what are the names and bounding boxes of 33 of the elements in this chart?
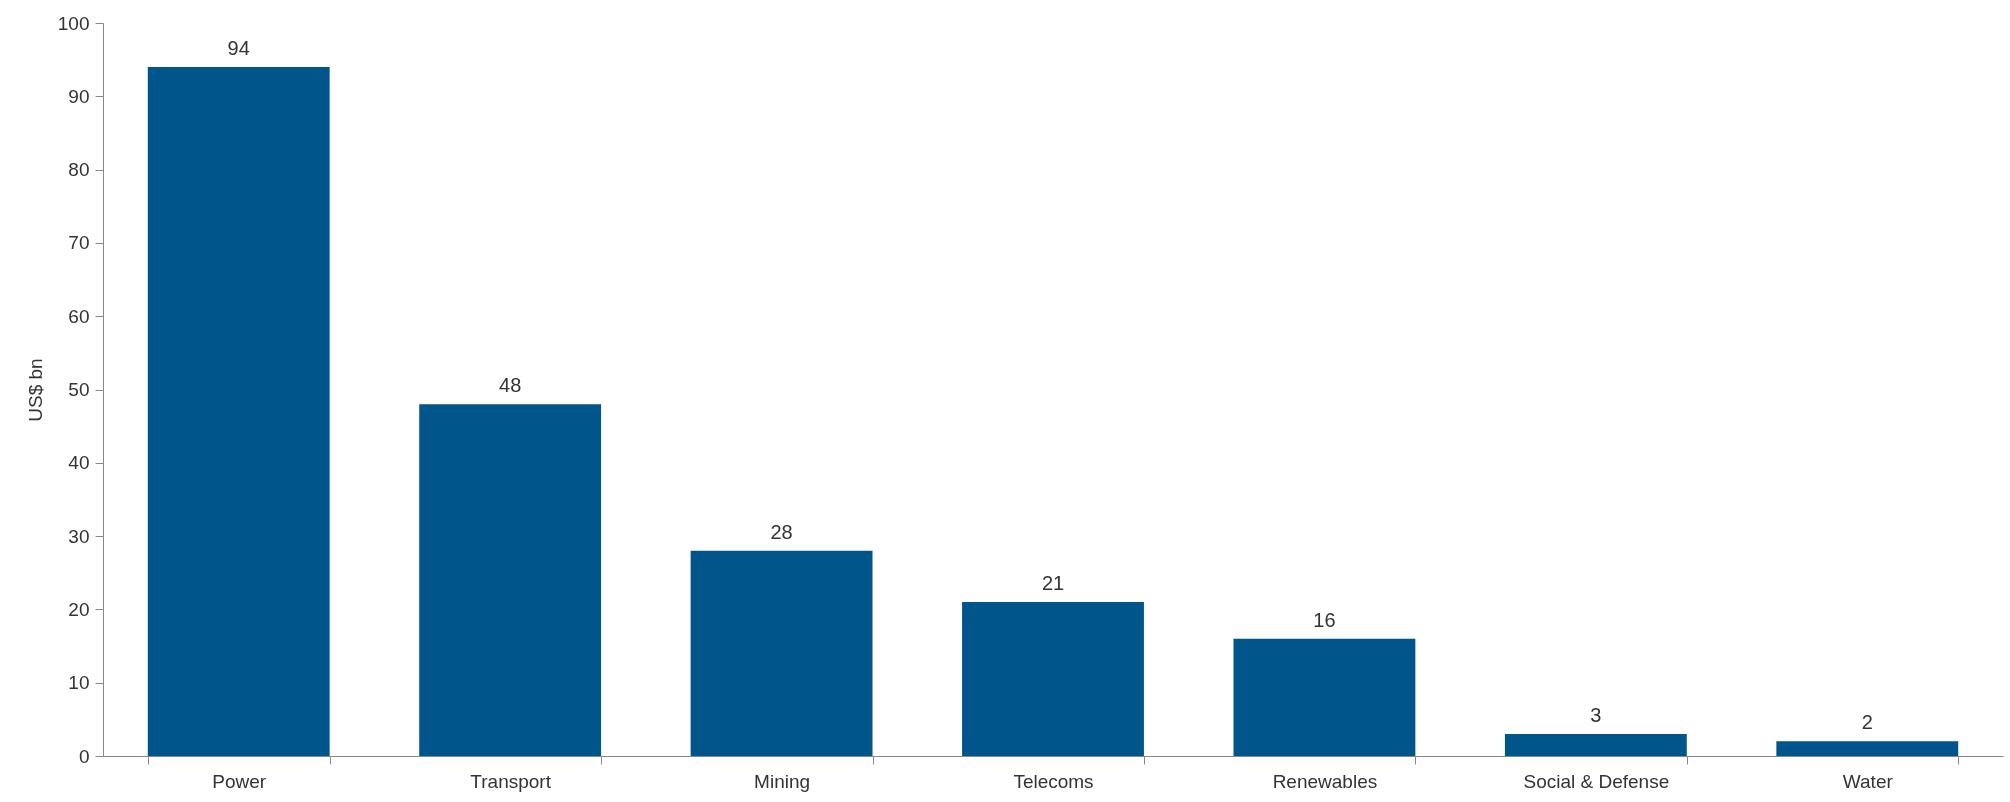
y-tick-label: 30 bbox=[68, 525, 90, 547]
y-tick-label: 80 bbox=[68, 159, 90, 181]
x-tick-label: Renewables bbox=[1272, 770, 1378, 792]
bar bbox=[690, 550, 873, 756]
x-tick-label: Water bbox=[1842, 770, 1894, 792]
y-tick-label: 100 bbox=[57, 12, 90, 34]
x-tick-label: Transport bbox=[470, 770, 552, 792]
data-label: 16 bbox=[1313, 608, 1336, 631]
y-tick-label: 70 bbox=[68, 232, 90, 254]
bar bbox=[147, 66, 330, 756]
data-label: 2 bbox=[1861, 711, 1873, 734]
bar bbox=[962, 602, 1144, 756]
x-tick-label: Telecoms bbox=[1013, 770, 1094, 792]
x-tick-label: Power bbox=[212, 770, 267, 792]
y-tick-label: 0 bbox=[78, 745, 90, 767]
data-label: 3 bbox=[1590, 704, 1602, 727]
y-axis-title: US$ bn bbox=[24, 358, 46, 422]
x-tick-label: Social & Defense bbox=[1523, 770, 1670, 792]
x-tick-label: Mining bbox=[754, 770, 811, 792]
bar bbox=[419, 404, 602, 756]
y-tick-label: 50 bbox=[68, 379, 90, 400]
bar bbox=[1233, 638, 1416, 756]
y-tick-label: 90 bbox=[68, 85, 90, 107]
y-tick-label: 60 bbox=[68, 305, 90, 327]
y-tick-label: 10 bbox=[68, 672, 90, 694]
data-label: 21 bbox=[1041, 572, 1065, 595]
data-label: 28 bbox=[770, 520, 793, 543]
bar bbox=[1504, 734, 1687, 756]
data-label: 48 bbox=[499, 374, 522, 397]
y-tick-label: 40 bbox=[68, 452, 90, 474]
data-label: 94 bbox=[227, 36, 250, 59]
bar bbox=[1776, 741, 1959, 756]
y-tick-label: 20 bbox=[68, 598, 90, 620]
